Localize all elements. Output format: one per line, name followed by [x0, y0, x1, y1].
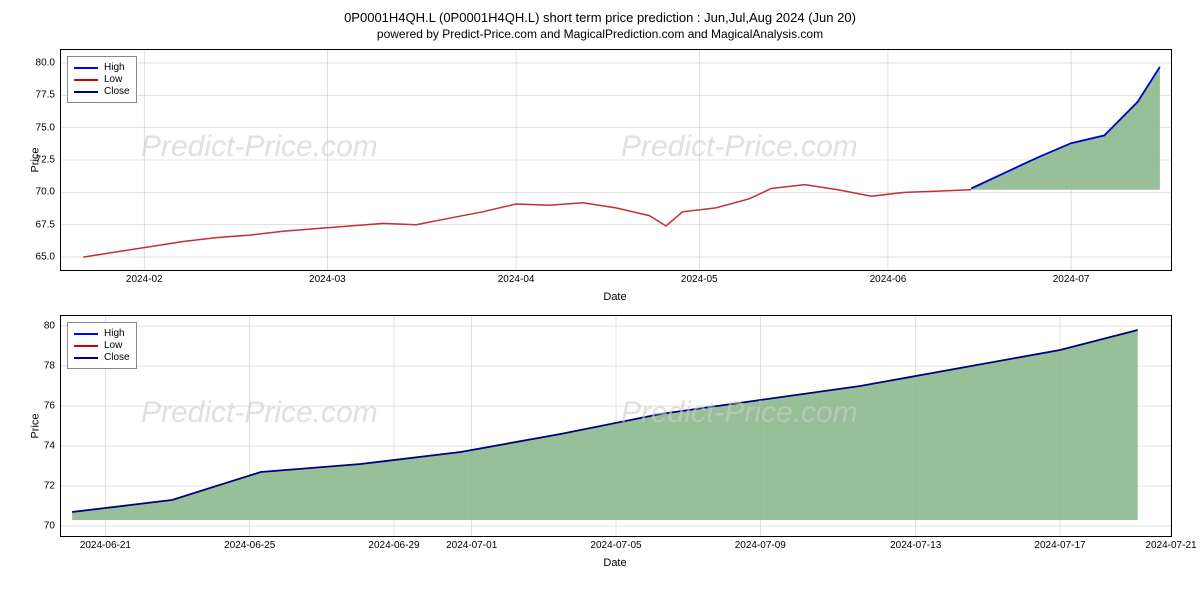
xtick-label: 2024-06-21	[80, 540, 131, 551]
chart-1-xlabel: Date	[60, 291, 1170, 303]
chart-subtitle: powered by Predict-Price.com and Magical…	[10, 27, 1190, 41]
chart-2-svg	[61, 316, 1171, 536]
chart-2-ylabel: Price	[30, 413, 42, 438]
xtick-label: 2024-06-25	[224, 540, 275, 551]
legend-line	[74, 357, 98, 359]
legend-label: Low	[104, 74, 122, 85]
ytick-label: 72	[44, 481, 55, 492]
legend-line	[74, 79, 98, 81]
ytick-label: 74	[44, 441, 55, 452]
legend-label: Low	[104, 340, 122, 351]
chart-1-svg	[61, 50, 1171, 270]
legend-label: High	[104, 328, 125, 339]
legend-item: High	[74, 62, 130, 73]
ytick-label: 70	[44, 521, 55, 532]
xtick-label: 2024-07-09	[735, 540, 786, 551]
legend-item: Low	[74, 74, 130, 85]
legend-line	[74, 333, 98, 335]
chart-2-container: HighLowClose Predict-Price.com Predict-P…	[60, 315, 1172, 537]
xtick-label: 2024-02	[126, 274, 163, 285]
legend-label: Close	[104, 86, 130, 97]
chart-1-legend: HighLowClose	[67, 56, 137, 103]
legend-line	[74, 345, 98, 347]
legend-label: High	[104, 62, 125, 73]
ytick-label: 75.0	[36, 122, 55, 133]
xtick-label: 2024-07-05	[590, 540, 641, 551]
legend-item: Low	[74, 340, 130, 351]
xtick-label: 2024-07-13	[890, 540, 941, 551]
xtick-label: 2024-07	[1053, 274, 1090, 285]
xtick-label: 2024-03	[309, 274, 346, 285]
chart-2-xlabel: Date	[60, 557, 1170, 569]
chart-1-container: HighLowClose Predict-Price.com Predict-P…	[60, 49, 1172, 271]
legend-item: High	[74, 328, 130, 339]
ytick-label: 67.5	[36, 219, 55, 230]
xtick-label: 2024-04	[498, 274, 535, 285]
xtick-label: 2024-07-21	[1145, 540, 1196, 551]
xtick-label: 2024-06	[870, 274, 907, 285]
legend-item: Close	[74, 352, 130, 363]
ytick-label: 72.5	[36, 155, 55, 166]
chart-title: 0P0001H4QH.L (0P0001H4QH.L) short term p…	[10, 10, 1190, 25]
legend-label: Close	[104, 352, 130, 363]
legend-item: Close	[74, 86, 130, 97]
xtick-label: 2024-05	[681, 274, 718, 285]
ytick-label: 80.0	[36, 57, 55, 68]
ytick-label: 80	[44, 321, 55, 332]
ytick-label: 76	[44, 401, 55, 412]
xtick-label: 2024-07-01	[446, 540, 497, 551]
xtick-label: 2024-06-29	[368, 540, 419, 551]
legend-line	[74, 67, 98, 69]
ytick-label: 70.0	[36, 187, 55, 198]
legend-line	[74, 91, 98, 93]
ytick-label: 77.5	[36, 90, 55, 101]
chart-2-legend: HighLowClose	[67, 322, 137, 369]
xtick-label: 2024-07-17	[1034, 540, 1085, 551]
ytick-label: 65.0	[36, 252, 55, 263]
ytick-label: 78	[44, 361, 55, 372]
